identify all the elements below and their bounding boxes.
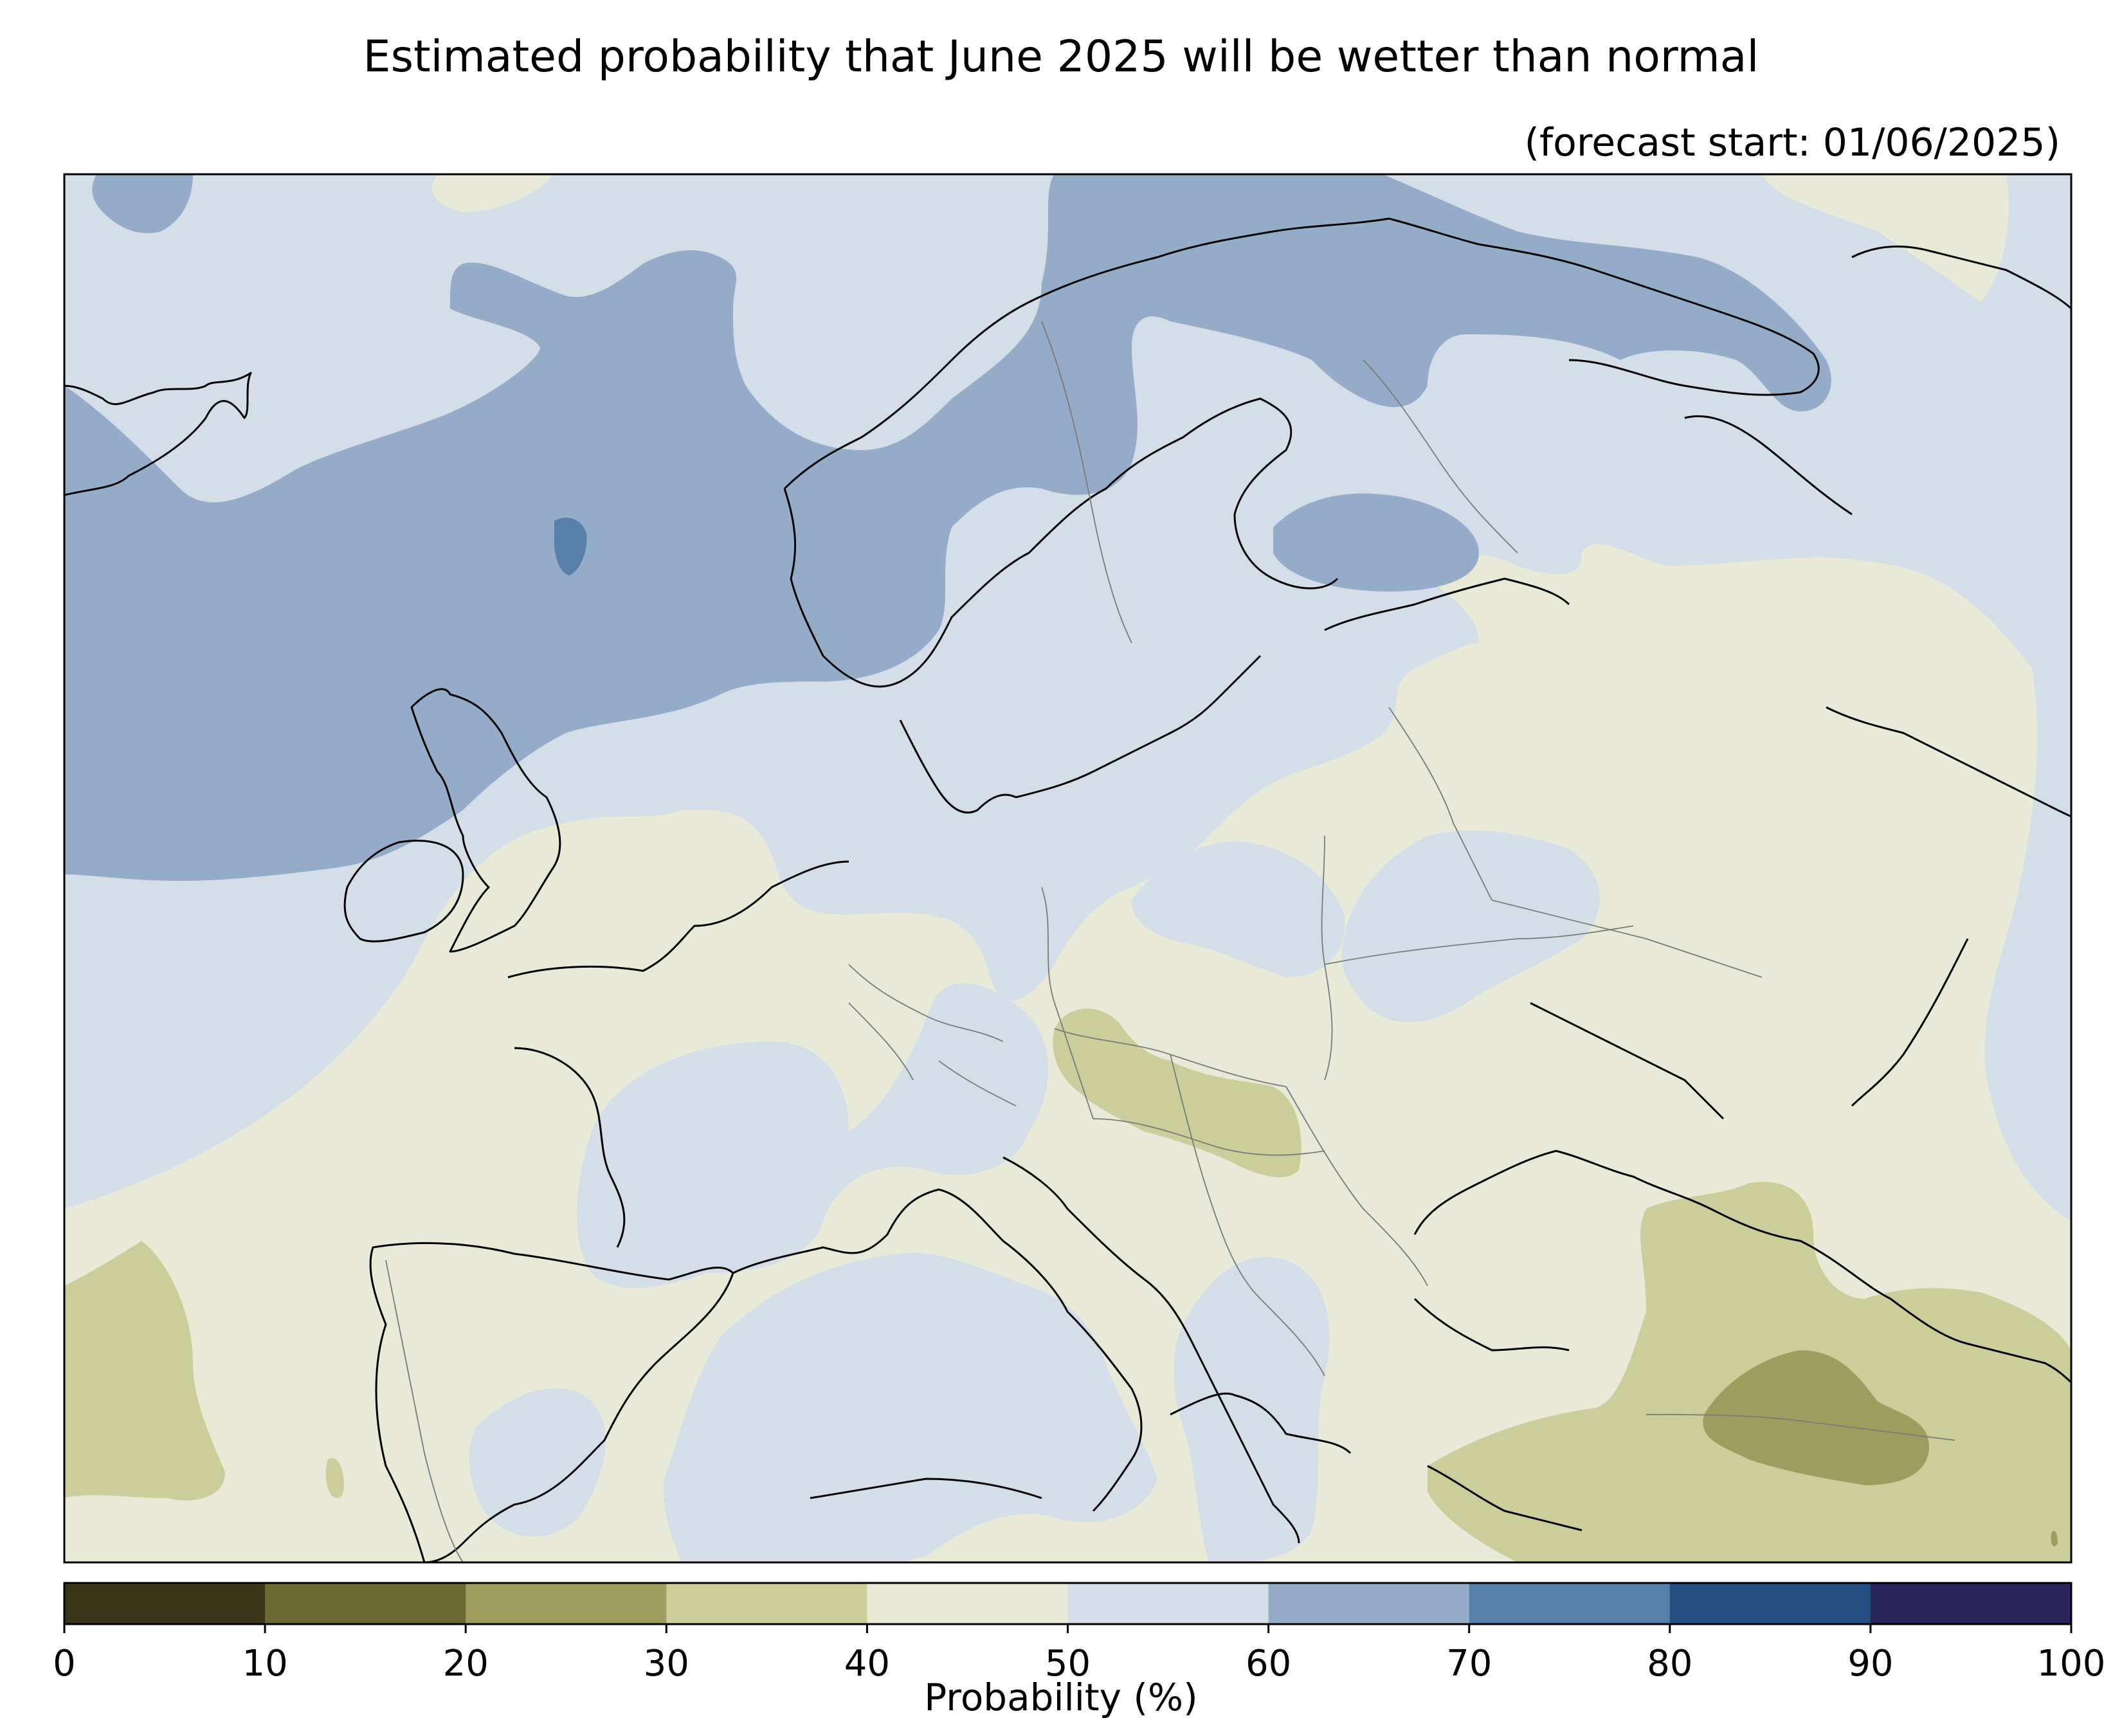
colorbar-tick-label: 0 xyxy=(53,1643,76,1685)
colorbar-bin-80-90 xyxy=(1669,1583,1871,1624)
band-40-50-north-atlantic xyxy=(432,174,553,212)
band-30-40-hungary xyxy=(1053,1008,1301,1177)
band-50-60-hole-eastern xyxy=(1341,830,1600,1022)
colorbar-tick-label: 90 xyxy=(1847,1643,1893,1685)
colorbar-bin-50-60 xyxy=(1067,1583,1269,1624)
country-borders xyxy=(385,321,1955,1562)
colorbar-tick-label: 10 xyxy=(242,1643,287,1685)
colorbar-tick-label: 60 xyxy=(1246,1643,1291,1685)
colorbar-tick-label: 20 xyxy=(443,1643,489,1685)
colorbar-tick-label: 100 xyxy=(2037,1643,2106,1685)
band-40-50-north-east xyxy=(1762,174,2009,302)
band-30-40-spot xyxy=(325,1458,344,1498)
band-50-60-hole-mediterranean xyxy=(663,1252,1157,1562)
band-50-60-hole-central-europe xyxy=(1132,841,1345,977)
colorbar-bin-60-70 xyxy=(1268,1583,1470,1624)
coastlines xyxy=(64,217,2071,1562)
band-70-80-spot xyxy=(554,518,587,575)
band-20-30-turkey xyxy=(1703,1350,1929,1485)
probability-map xyxy=(63,173,2072,1564)
chart-title: Estimated probability that June 2025 wil… xyxy=(363,32,1759,82)
band-30-40-iberia-west xyxy=(64,1241,225,1501)
colorbar-tick-label: 70 xyxy=(1446,1643,1492,1685)
band-60-70-nw-corner xyxy=(92,174,193,233)
forecast-start-subtitle: (forecast start: 01/06/2025) xyxy=(1524,120,2060,165)
band-50-60-hole-france xyxy=(576,983,1048,1288)
colorbar-tick-label: 40 xyxy=(844,1643,890,1685)
colorbar-tick-label: 80 xyxy=(1647,1643,1692,1685)
band-20-30-spot xyxy=(2051,1530,2058,1546)
colorbar-tick-label: 50 xyxy=(1045,1643,1091,1685)
band-50-60-hole-iberia xyxy=(469,1388,606,1537)
colorbar-bin-40-50 xyxy=(867,1583,1068,1624)
colorbar-bin-90-100 xyxy=(1870,1583,2072,1624)
band-60-70-finland xyxy=(1273,493,1479,592)
colorbar-bin-0-10 xyxy=(64,1583,266,1624)
colorbar-label: Probability (%) xyxy=(924,1676,1198,1719)
colorbar-bin-70-80 xyxy=(1469,1583,1671,1624)
colorbar-bin-20-30 xyxy=(466,1583,667,1624)
colorbar-bin-10-20 xyxy=(265,1583,466,1624)
band-60-70-north xyxy=(64,174,1831,881)
map-frame xyxy=(63,173,2072,1564)
colorbar-bin-30-40 xyxy=(666,1583,867,1624)
band-50-60-hole-balkans xyxy=(1174,1256,1330,1562)
colorbar-tick-label: 30 xyxy=(644,1643,689,1685)
